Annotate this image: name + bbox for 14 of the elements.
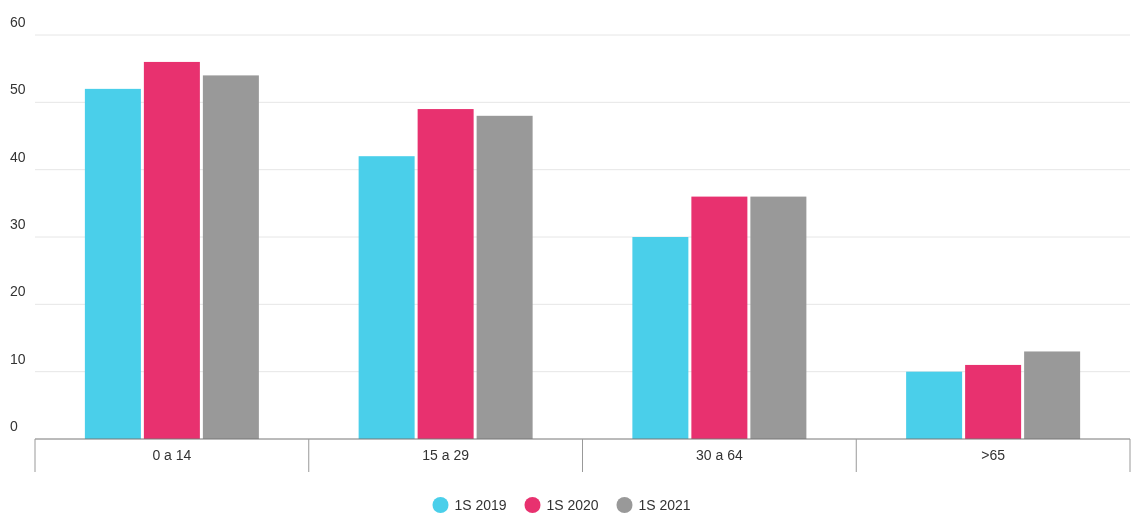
y-tick-label: 20 [10, 283, 26, 300]
legend-label: 1S 2020 [546, 497, 599, 513]
y-tick-label: 40 [10, 148, 26, 165]
x-tick-label: 30 a 64 [696, 447, 743, 463]
y-tick-label: 50 [10, 81, 26, 98]
y-tick-label: 60 [10, 14, 26, 30]
x-tick-label: 15 a 29 [422, 447, 470, 463]
x-tick-label: >65 [981, 447, 1006, 463]
x-tick-label: 0 a 14 [152, 447, 192, 463]
y-tick-label: 0 [10, 418, 18, 434]
legend-label: 1S 2019 [454, 497, 507, 513]
y-tick-label: 10 [10, 350, 26, 367]
legend-label: 1S 2021 [638, 497, 691, 513]
y-tick-label: 30 [10, 216, 26, 232]
